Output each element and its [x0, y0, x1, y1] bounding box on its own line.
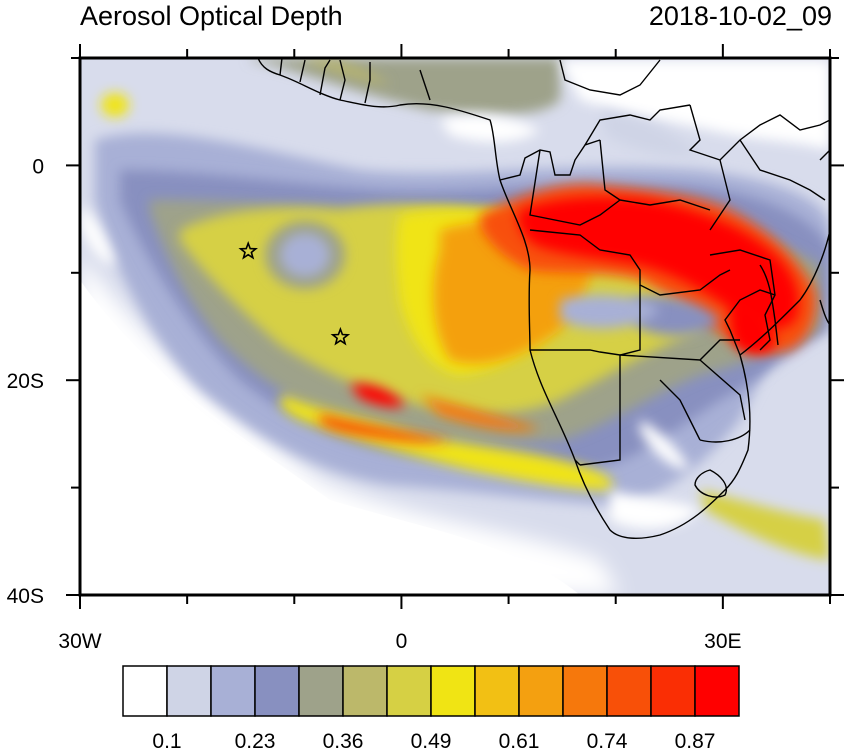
colorbar-box — [606, 665, 652, 717]
x-tick-label: 0 — [396, 630, 408, 653]
colorbar-label: 0.23 — [235, 730, 276, 750]
axis-ticks — [66, 44, 844, 609]
colorbar-label: 0.1 — [152, 730, 181, 750]
colorbar-label: 0.36 — [323, 730, 364, 750]
colorbar-box — [342, 665, 388, 717]
colorbar-box — [210, 665, 256, 717]
y-tick-label: 0 — [32, 155, 44, 178]
colorbar-box — [430, 665, 476, 717]
map-title: Aerosol Optical Depth — [80, 1, 343, 31]
colorbar-label: 0.87 — [675, 730, 716, 750]
colorbar-labels: 0.1 0.23 0.36 0.49 0.61 0.74 0.87 — [152, 730, 715, 750]
colorbar-box — [122, 665, 168, 717]
colorbar-box — [298, 665, 344, 717]
axis-tick-labels: 30W 0 30E 0 20S 40S — [7, 155, 742, 653]
y-tick-label: 40S — [7, 585, 44, 608]
station-star-1 — [238, 241, 258, 260]
x-tick-label: 30E — [704, 630, 741, 653]
colorbar-box — [518, 665, 564, 717]
colorbar-box — [694, 665, 740, 717]
aod-field — [80, 58, 830, 595]
station-star-2 — [330, 326, 351, 346]
coastlines — [257, 58, 830, 539]
colorbar-label: 0.49 — [411, 730, 452, 750]
colorbar-box — [166, 665, 212, 717]
colorbar-label: 0.61 — [499, 730, 540, 750]
colorbar-label: 0.74 — [587, 730, 628, 750]
station-markers — [238, 241, 351, 346]
colorbar-box — [650, 665, 696, 717]
colorbar — [122, 665, 740, 717]
colorbar-box — [386, 665, 432, 717]
colorbar-box — [562, 665, 608, 717]
map-timestamp: 2018-10-02_09 — [648, 1, 832, 31]
x-tick-label: 30W — [58, 630, 101, 653]
colorbar-box — [474, 665, 520, 717]
colorbar-box — [254, 665, 300, 717]
map-frame — [78, 56, 832, 597]
y-tick-label: 20S — [7, 370, 44, 393]
